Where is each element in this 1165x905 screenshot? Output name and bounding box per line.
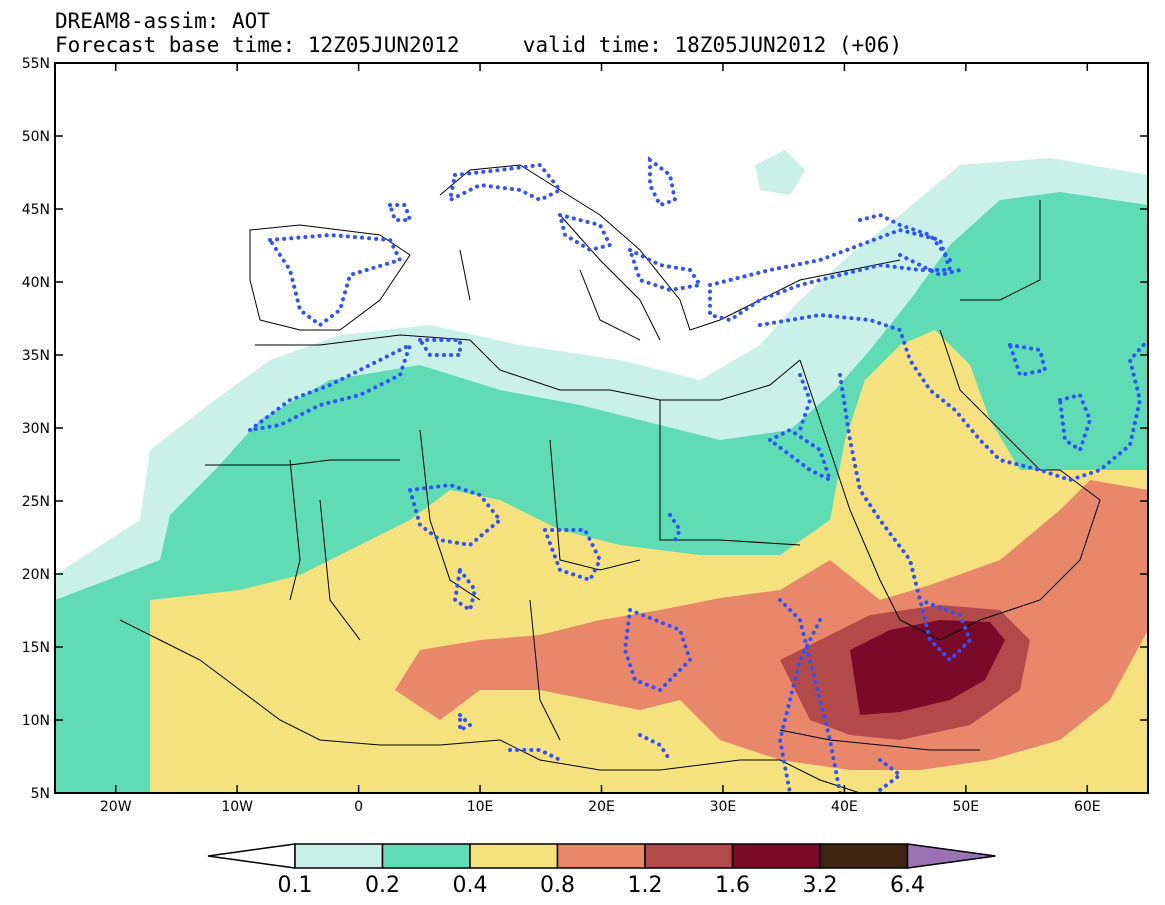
lon-tick-label: 60E — [1074, 799, 1101, 815]
coastlines — [119, 164, 1101, 793]
latitude-axis: 5N 10N 15N 20N 25N 30N 35N 40N 45N 50N 55N — [22, 56, 1148, 802]
lat-tick-label: 5N — [31, 786, 50, 802]
lat-tick-label: 25N — [22, 494, 50, 510]
lat-tick-label: 30N — [22, 421, 50, 437]
dotted-contours — [248, 156, 1148, 793]
longitude-axis: 20W 10W 0 10E 20E 30E 40E 50E 60E — [100, 63, 1101, 815]
time-info: Forecast base time: 12Z05JUN2012 valid t… — [55, 34, 902, 56]
colorbar-swatch — [469, 843, 559, 869]
lat-tick-label: 50N — [22, 129, 50, 145]
colorbar-label: 3.2 — [803, 873, 838, 898]
aot-band-1.6 — [850, 620, 1005, 715]
colorbar-swatch — [294, 843, 384, 869]
lon-tick-label: 50E — [952, 799, 979, 815]
colorbar-label: 6.4 — [890, 873, 925, 898]
forecast-base-time: Forecast base time: 12Z05JUN2012 — [55, 33, 460, 57]
colorbar-swatch — [644, 843, 734, 869]
lat-tick-label: 20N — [22, 567, 50, 583]
lat-tick-label: 15N — [22, 640, 50, 656]
lon-tick-label: 20W — [100, 799, 132, 815]
aot-band-0.1-europe — [755, 150, 805, 195]
valid-time: valid time: 18Z05JUN2012 (+06) — [522, 33, 903, 57]
lon-tick-label: 10E — [467, 799, 494, 815]
lat-tick-label: 45N — [22, 202, 50, 218]
lon-tick-label: 20E — [588, 799, 615, 815]
colorbar-label: 0.8 — [540, 873, 575, 898]
lon-tick-label: 0 — [354, 799, 363, 815]
colorbar: 0.1 0.2 0.4 0.8 1.2 1.6 3.2 6.4 — [207, 843, 996, 898]
lon-tick-label: 30E — [710, 799, 737, 815]
colorbar-label: 0.2 — [365, 873, 400, 898]
colorbar-swatch — [819, 843, 909, 869]
lat-tick-label: 40N — [22, 275, 50, 291]
lon-tick-label: 10W — [221, 799, 253, 815]
colorbar-label: 0.4 — [453, 873, 488, 898]
lat-tick-label: 10N — [22, 713, 50, 729]
colorbar-label: 0.1 — [278, 873, 313, 898]
colorbar-swatch — [556, 843, 646, 869]
map-title: DREAM8-assim: AOT — [55, 9, 270, 33]
lat-tick-label: 35N — [22, 348, 50, 364]
map-area — [55, 63, 1148, 793]
colorbar-swatch — [381, 843, 471, 869]
colorbar-label: 1.2 — [628, 873, 663, 898]
lat-tick-label: 55N — [22, 56, 50, 72]
colorbar-label: 1.6 — [715, 873, 750, 898]
lon-tick-label: 40E — [831, 799, 858, 815]
colorbar-swatch — [731, 843, 821, 869]
colorbar-high-arrow — [906, 843, 996, 869]
colorbar-low-arrow — [207, 843, 296, 869]
